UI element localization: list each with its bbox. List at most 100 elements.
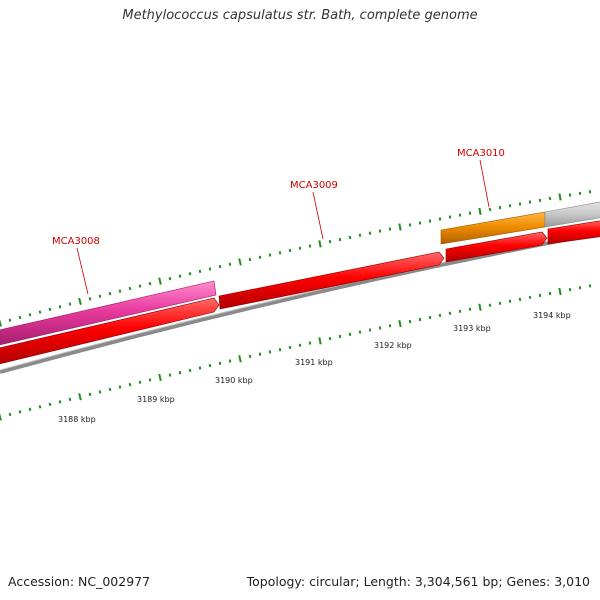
minor-tick <box>508 299 512 303</box>
label-leader-MCA3009 <box>312 191 324 240</box>
ruler-tick-ring <box>0 284 592 421</box>
gene-label-MCA3008[interactable]: MCA3008 <box>52 236 100 247</box>
gene-MCA3008-feature[interactable] <box>0 280 217 346</box>
minor-tick <box>188 368 192 373</box>
minor-tick <box>548 196 552 201</box>
minor-tick <box>278 348 282 352</box>
major-tick <box>558 193 562 201</box>
minor-tick <box>528 295 532 300</box>
minor-tick <box>458 309 462 313</box>
cds-arrow[interactable] <box>547 220 600 245</box>
minor-tick <box>428 315 432 320</box>
minor-tick <box>148 281 152 286</box>
ruler-label-3193: 3193 kbp <box>453 324 491 333</box>
cds-arrow[interactable] <box>445 231 548 263</box>
minor-tick <box>328 239 332 244</box>
cds-arrow[interactable] <box>0 297 220 365</box>
gene-label-MCA3010[interactable]: MCA3010 <box>457 148 505 159</box>
major-tick <box>318 337 322 345</box>
gene-label-MCA3009[interactable]: MCA3009 <box>290 180 338 191</box>
minor-tick <box>108 387 112 392</box>
major-tick <box>558 287 562 296</box>
minor-tick <box>128 286 132 291</box>
minor-tick <box>248 257 252 262</box>
minor-tick <box>528 200 532 204</box>
minor-tick <box>448 311 452 315</box>
minor-tick <box>578 286 582 290</box>
minor-tick <box>348 235 352 240</box>
ruler-label-3190: 3190 kbp <box>215 376 253 385</box>
minor-tick <box>468 307 472 311</box>
minor-tick <box>408 319 412 324</box>
minor-tick <box>308 244 312 248</box>
minor-tick <box>568 287 572 292</box>
minor-tick <box>418 221 422 225</box>
minor-tick <box>58 400 62 404</box>
major-tick <box>238 355 242 363</box>
minor-tick <box>28 313 32 317</box>
major-tick <box>78 393 82 401</box>
minor-tick <box>578 191 582 196</box>
minor-tick <box>68 302 72 306</box>
minor-tick <box>258 352 262 356</box>
minor-tick <box>218 264 222 269</box>
minor-tick <box>98 390 102 394</box>
minor-tick <box>308 341 312 345</box>
minor-tick <box>58 305 62 309</box>
minor-tick <box>38 310 42 314</box>
minor-tick <box>508 204 512 208</box>
minor-tick <box>388 227 392 231</box>
ruler-label-3194: 3194 kbp <box>533 311 571 320</box>
minor-tick <box>498 301 502 305</box>
ruler-label-3192: 3192 kbp <box>374 341 412 350</box>
label-leader-MCA3008 <box>76 247 89 295</box>
major-tick <box>398 320 402 328</box>
minor-tick <box>468 211 472 215</box>
minor-tick <box>408 223 412 227</box>
gene-MCA3009-feature[interactable] <box>218 251 445 310</box>
major-tick <box>238 258 242 266</box>
minor-tick <box>538 293 542 298</box>
minor-tick <box>288 345 292 350</box>
minor-tick <box>268 350 272 354</box>
minor-tick <box>588 284 592 288</box>
minor-tick <box>198 269 202 274</box>
cds-track <box>0 220 600 365</box>
minor-tick <box>228 262 232 266</box>
minor-tick <box>48 402 52 407</box>
accession-text: Accession: NC_002977 <box>8 574 151 589</box>
minor-tick <box>378 326 382 330</box>
major-tick <box>478 207 482 215</box>
minor-tick <box>28 407 32 412</box>
minor-tick <box>208 267 212 271</box>
unknown-feature[interactable] <box>544 201 600 228</box>
minor-tick <box>298 246 302 250</box>
minor-tick <box>8 318 12 322</box>
ruler-label-3188: 3188 kbp <box>58 415 96 424</box>
minor-tick <box>428 219 432 223</box>
minor-tick <box>18 315 22 320</box>
minor-tick <box>518 202 522 206</box>
minor-tick <box>168 276 172 281</box>
major-tick <box>478 303 482 311</box>
major-tick <box>0 319 2 327</box>
ruler-label-3189: 3189 kbp <box>137 395 175 404</box>
map-title: Methylococcus capsulatus str. Bath, comp… <box>122 8 478 23</box>
minor-tick <box>208 363 212 368</box>
genome-summary-text: Topology: circular; Length: 3,304,561 bp… <box>246 574 590 589</box>
major-tick <box>0 413 2 421</box>
major-tick <box>398 223 402 231</box>
minor-tick <box>568 193 572 197</box>
minor-tick <box>88 392 92 397</box>
minor-tick <box>228 359 232 363</box>
minor-tick <box>48 307 52 312</box>
minor-tick <box>518 297 522 301</box>
minor-tick <box>188 272 192 276</box>
minor-tick <box>248 354 252 359</box>
minor-tick <box>218 361 222 366</box>
minor-tick <box>368 328 372 332</box>
minor-tick <box>178 371 182 375</box>
minor-tick <box>198 366 202 370</box>
major-tick <box>158 373 162 382</box>
